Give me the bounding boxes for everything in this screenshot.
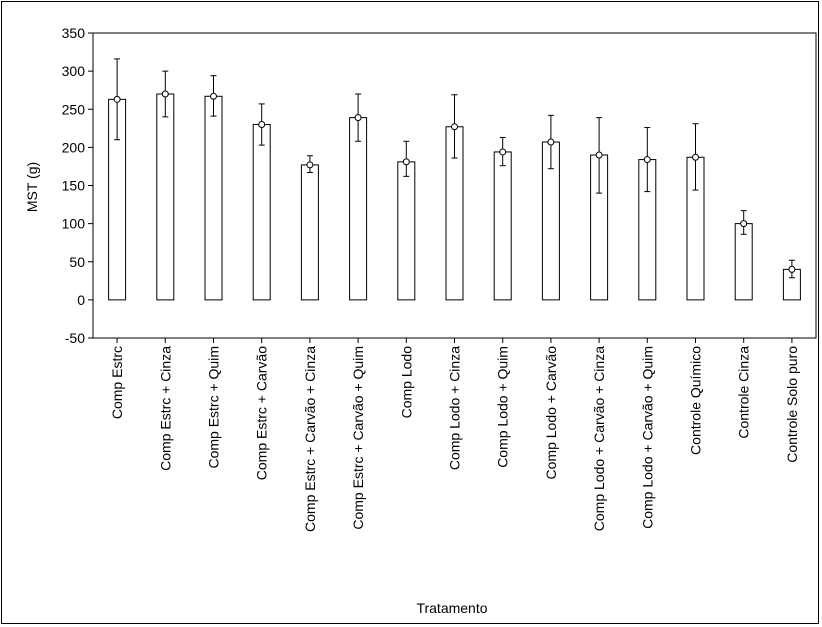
bar — [493, 151, 512, 301]
y-tick-label: 0 — [77, 292, 85, 308]
mean-marker — [210, 92, 217, 100]
y-tick-label: 250 — [62, 101, 86, 117]
x-axis: Comp Estrc Comp Estrc + Cinza Comp Estrc +… — [109, 338, 800, 532]
bar — [734, 223, 753, 301]
mean-marker — [451, 123, 458, 131]
x-tick-label: Comp Lodo — [398, 346, 414, 419]
bars — [108, 58, 801, 301]
bar — [300, 164, 319, 301]
bar — [156, 93, 175, 301]
y-tick-label: 50 — [69, 254, 85, 270]
x-tick-label: Comp Lodo + Carvão + Quim — [639, 346, 655, 529]
mean-marker — [113, 95, 121, 103]
x-tick-label: Comp Estrc — [109, 346, 125, 419]
x-tick-label: Comp Estrc + Cinza — [157, 346, 173, 471]
mean-marker — [643, 156, 651, 164]
mean-marker — [692, 153, 699, 161]
bar — [397, 161, 416, 301]
y-tick-label: 350 — [62, 25, 86, 41]
mean-marker — [354, 114, 362, 122]
x-tick-label: Comp Estrc + Carvão — [254, 346, 270, 480]
x-tick-label: Controle Solo puro — [784, 346, 800, 463]
x-tick-label: Comp Lodo + Carvão — [543, 346, 559, 480]
mean-marker — [740, 220, 748, 228]
y-tick-label: 200 — [62, 139, 86, 155]
y-axis: -50 0 50 100 150 200 250 300 350 — [62, 25, 93, 346]
x-tick-label: Controle Cinza — [736, 346, 752, 439]
y-tick-label: 100 — [62, 216, 86, 232]
bar — [252, 124, 271, 301]
mean-marker — [402, 158, 410, 166]
x-tick-label: Comp Lodo + Cinza — [447, 346, 463, 470]
mean-marker — [547, 138, 555, 146]
bar — [349, 117, 368, 301]
x-tick-label: Comp Lodo + Quim — [495, 346, 511, 468]
mean-marker — [499, 148, 507, 156]
mean-marker — [161, 90, 169, 98]
y-tick-label: 150 — [62, 178, 86, 194]
mean-marker — [595, 151, 603, 159]
x-tick-label: Comp Estrc + Carvão + Cinza — [302, 346, 318, 532]
y-tick-label: -50 — [65, 330, 85, 346]
y-tick-label: 300 — [62, 63, 86, 79]
mean-marker — [306, 161, 314, 169]
bar — [204, 95, 223, 301]
x-axis-label: Tratamento — [416, 600, 487, 616]
mean-marker — [788, 265, 796, 273]
y-axis-label: MST (g) — [24, 162, 40, 212]
x-tick-label: Comp Estrc + Quim — [206, 346, 222, 469]
x-tick-label: Comp Estrc + Carvão + Quim — [350, 346, 366, 530]
x-tick-label: Controle Químico — [688, 346, 704, 455]
mean-marker — [258, 121, 266, 128]
x-tick-label: Comp Lodo + Carvão + Cinza — [591, 346, 607, 531]
